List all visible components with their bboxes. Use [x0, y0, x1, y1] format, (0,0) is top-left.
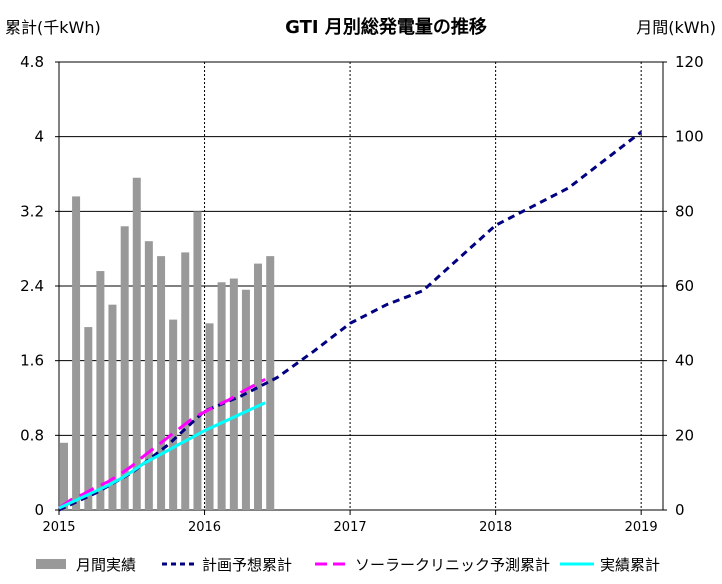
series-line: [58, 130, 643, 512]
bar: [266, 256, 275, 510]
right-tick-label: 20: [675, 426, 694, 444]
bar: [193, 211, 202, 511]
right-axis-title: 月間(kWh): [636, 18, 716, 37]
left-ticks: 0 0.8 1.6 2.4 3.2 4 4.8: [20, 53, 59, 519]
left-tick-label: 2.4: [20, 277, 44, 295]
right-ticks: 0 20 40 60 80 100 120: [663, 53, 704, 519]
right-tick-label: 60: [675, 277, 694, 295]
bar: [241, 289, 250, 510]
bar: [144, 241, 153, 510]
bar: [132, 177, 141, 510]
chart-title: GTI 月別総発電量の推移: [285, 16, 487, 38]
left-tick-label: 4.8: [20, 53, 44, 71]
legend-swatch: [36, 559, 66, 569]
lines: [58, 130, 643, 512]
bar: [254, 263, 263, 510]
x-tick-label: 2015: [42, 520, 75, 535]
legend-label: 計画予想累計: [202, 556, 292, 574]
right-tick-label: 80: [675, 202, 694, 220]
bar: [157, 256, 166, 510]
x-tick-label: 2018: [479, 520, 512, 535]
legend-label: 実績累計: [600, 556, 660, 574]
left-tick-label: 0: [34, 501, 44, 519]
bars: [60, 177, 275, 511]
bar: [72, 196, 81, 510]
bar: [229, 278, 238, 510]
bar: [96, 271, 105, 510]
bar: [84, 327, 93, 510]
bar: [120, 226, 129, 510]
left-tick-label: 1.6: [20, 352, 44, 370]
right-tick-label: 40: [675, 352, 694, 370]
plot-area: [58, 61, 664, 512]
bar: [169, 319, 178, 510]
grid-lines: [59, 62, 663, 510]
left-tick-label: 4: [34, 128, 44, 146]
x-ticks: 2015 2016 2017 2018 2019: [42, 510, 658, 535]
legend-label: ソーラークリニック予測累計: [355, 556, 550, 574]
x-tick-label: 2017: [334, 520, 367, 535]
bar: [181, 252, 190, 510]
bar: [60, 442, 68, 510]
left-tick-label: 3.2: [20, 202, 44, 220]
legend-label: 月間実績: [76, 556, 136, 574]
x-tick-label: 2019: [625, 520, 658, 535]
right-tick-label: 100: [675, 128, 704, 146]
left-axis-title: 累計(千kWh): [5, 18, 101, 37]
bar: [205, 323, 214, 510]
bar: [108, 304, 117, 510]
right-tick-label: 120: [675, 53, 704, 71]
series-line: [58, 377, 266, 510]
series-line: [58, 401, 266, 510]
left-tick-label: 0.8: [20, 426, 44, 444]
x-tick-label: 2016: [188, 520, 221, 535]
right-tick-label: 0: [675, 501, 685, 519]
legend: 月間実績 計画予想累計 ソーラークリニック予測累計 実績累計: [36, 556, 660, 574]
bar: [217, 282, 226, 510]
